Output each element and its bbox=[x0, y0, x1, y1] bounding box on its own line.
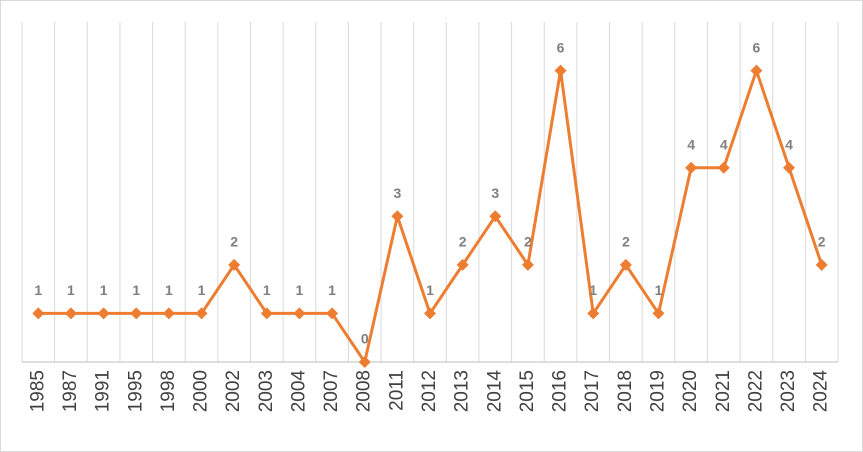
data-label: 1 bbox=[198, 282, 206, 298]
marker bbox=[326, 307, 339, 320]
data-label: 1 bbox=[426, 282, 434, 298]
data-label: 6 bbox=[557, 39, 565, 55]
x-tick-label: 2000 bbox=[191, 370, 212, 412]
data-label: 1 bbox=[328, 282, 336, 298]
marker bbox=[391, 210, 404, 223]
data-label: 1 bbox=[296, 282, 304, 298]
data-label: 1 bbox=[655, 282, 663, 298]
marker bbox=[293, 307, 306, 320]
x-tick-label: 2016 bbox=[550, 370, 571, 412]
data-label: 4 bbox=[687, 136, 695, 152]
data-label: 1 bbox=[263, 282, 271, 298]
x-tick-label: 2020 bbox=[680, 370, 701, 412]
x-tick-label: 2018 bbox=[615, 370, 636, 412]
marker bbox=[652, 307, 665, 320]
data-label: 2 bbox=[524, 234, 532, 250]
marker bbox=[717, 161, 730, 174]
marker bbox=[97, 307, 110, 320]
x-tick-label: 2024 bbox=[811, 370, 832, 413]
x-tick-label: 2007 bbox=[321, 370, 342, 412]
x-tick-label: 2021 bbox=[713, 370, 734, 412]
x-tick-label: 2019 bbox=[647, 370, 668, 412]
marker bbox=[195, 307, 208, 320]
data-label: 2 bbox=[818, 234, 826, 250]
marker bbox=[32, 307, 45, 320]
data-label: 2 bbox=[230, 234, 238, 250]
marker bbox=[260, 307, 273, 320]
x-tick-label: 2022 bbox=[745, 370, 766, 412]
marker bbox=[228, 258, 241, 271]
marker bbox=[685, 161, 698, 174]
marker bbox=[554, 64, 567, 77]
x-tick-label: 1987 bbox=[60, 370, 81, 412]
marker bbox=[587, 307, 600, 320]
data-label: 1 bbox=[132, 282, 140, 298]
data-label: 1 bbox=[67, 282, 75, 298]
marker bbox=[162, 307, 175, 320]
x-tick-label: 2023 bbox=[778, 370, 799, 412]
data-label: 6 bbox=[753, 39, 761, 55]
x-tick-label: 2012 bbox=[419, 370, 440, 412]
marker bbox=[130, 307, 143, 320]
data-label: 1 bbox=[589, 282, 597, 298]
marker bbox=[64, 307, 77, 320]
x-tick-label: 2011 bbox=[386, 370, 407, 411]
data-label: 2 bbox=[459, 234, 467, 250]
marker bbox=[783, 161, 796, 174]
x-tick-label: 2015 bbox=[517, 370, 538, 412]
data-label: 3 bbox=[491, 185, 499, 201]
x-tick-label: 2003 bbox=[256, 370, 277, 412]
data-label: 4 bbox=[785, 136, 793, 152]
x-tick-label: 2014 bbox=[484, 370, 505, 413]
data-label: 1 bbox=[165, 282, 173, 298]
marker bbox=[456, 258, 469, 271]
data-label: 1 bbox=[34, 282, 42, 298]
x-tick-label: 2017 bbox=[582, 370, 603, 412]
data-label: 3 bbox=[393, 185, 401, 201]
x-tick-label: 2013 bbox=[452, 370, 473, 412]
x-tick-label: 1995 bbox=[125, 370, 146, 412]
marker bbox=[521, 258, 534, 271]
marker bbox=[619, 258, 632, 271]
x-tick-label: 2008 bbox=[354, 370, 375, 412]
x-tick-label: 1991 bbox=[93, 370, 114, 412]
data-label: 2 bbox=[622, 234, 630, 250]
marker bbox=[358, 356, 371, 368]
x-tick-label: 2004 bbox=[288, 370, 309, 413]
data-label: 1 bbox=[100, 282, 108, 298]
x-tick-label: 1985 bbox=[27, 370, 48, 412]
marker bbox=[489, 210, 502, 223]
data-label: 0 bbox=[361, 331, 369, 347]
x-tick-label: 2002 bbox=[223, 370, 244, 412]
marker bbox=[750, 64, 763, 77]
data-label: 4 bbox=[720, 136, 728, 152]
marker bbox=[424, 307, 436, 320]
marker bbox=[815, 258, 828, 271]
x-tick-label: 1998 bbox=[158, 370, 179, 412]
